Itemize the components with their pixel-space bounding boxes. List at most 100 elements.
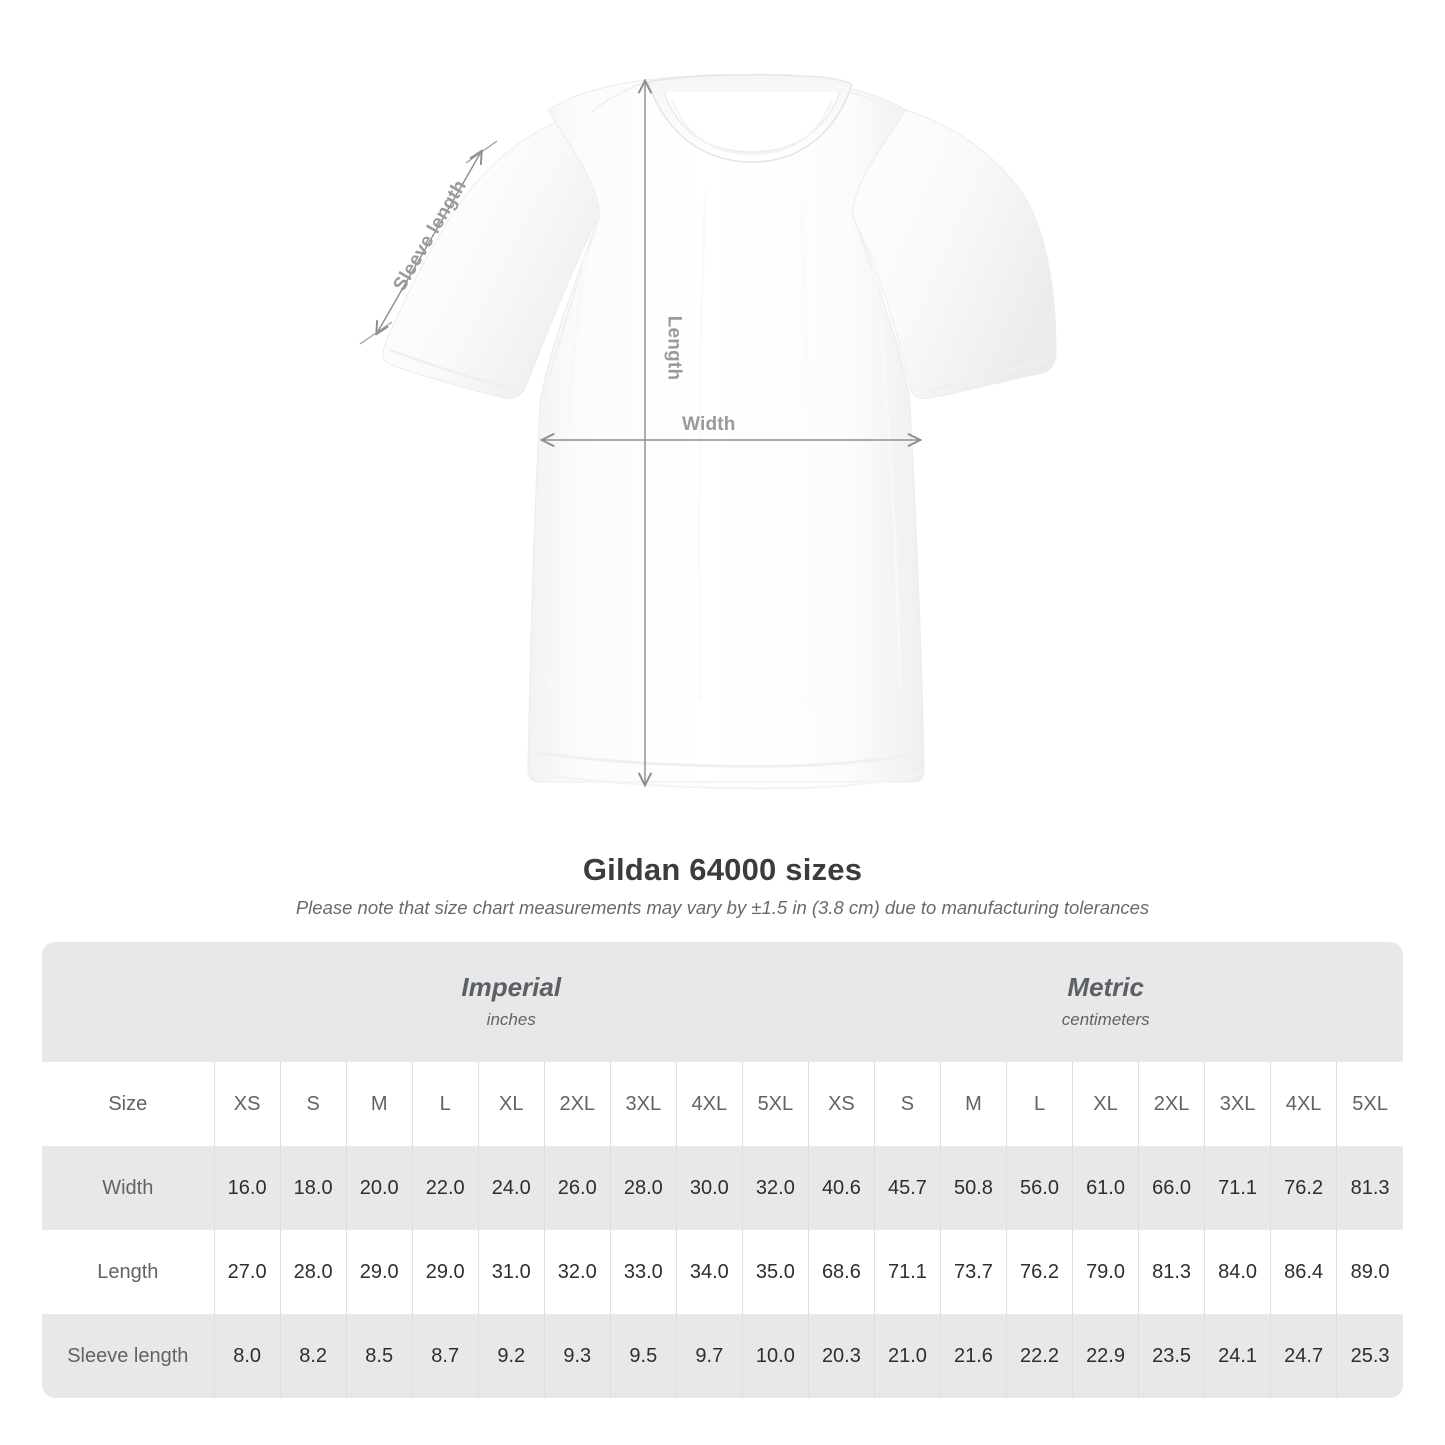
cell-width-metric-5XL: 81.3 [1336,1146,1403,1230]
table-row: Sleeve length 8.0 8.2 8.5 8.7 9.2 9.3 9.5 9.7 10.… [42,1314,1403,1398]
unit-system-header-imperial: Imperial inches [214,942,809,1062]
cell-width-metric-M: 50.8 [939,1146,1007,1230]
size-column-header-metric-S: S [873,1062,941,1146]
cell-width-metric-XS: 40.6 [807,1146,875,1230]
table-row: Length 27.0 28.0 29.0 29.0 31.0 32.0 33.0 34.0 35… [42,1230,1403,1314]
sleeve-length-arrow [377,152,481,333]
fabric-fold [798,199,812,711]
row-label-width: Width [42,1146,215,1230]
size-column-header-imperial-XL: XL [477,1062,545,1146]
cell-width-metric-L: 56.0 [1005,1146,1073,1230]
cell-sleeve-length-metric-3XL: 24.1 [1204,1314,1271,1398]
size-column-header-metric-M: M [939,1062,1007,1146]
size-column-header-metric-3XL: 3XL [1204,1062,1271,1146]
banner-spacer [42,942,215,1062]
right-cuff-seam [929,356,1053,392]
size-column-header-metric-L: L [1005,1062,1073,1146]
size-column-header-imperial-4XL: 4XL [675,1062,743,1146]
cell-length-imperial-XS: 27.0 [213,1230,281,1314]
size-column-header-imperial-XS: XS [213,1062,281,1146]
cell-width-metric-3XL: 71.1 [1204,1146,1271,1230]
left-cuff-seam [389,348,511,390]
cell-width-imperial-5XL: 32.0 [741,1146,809,1230]
tshirt-graphic [359,73,1057,790]
neck-seam [671,99,833,156]
size-column-header-imperial-S: S [279,1062,347,1146]
cell-length-imperial-L: 29.0 [411,1230,479,1314]
cell-sleeve-length-metric-S: 21.0 [873,1314,941,1398]
cell-width-imperial-S: 18.0 [279,1146,347,1230]
size-column-header-metric-2XL: 2XL [1138,1062,1205,1146]
shirt-silhouette [382,73,1057,790]
cell-length-metric-4XL: 86.4 [1270,1230,1337,1314]
unit-system-unit: centimeters [1061,1010,1150,1030]
unit-system-unit: inches [486,1010,536,1030]
cell-width-metric-S: 45.7 [873,1146,941,1230]
sleeve-tick-lower [359,321,393,345]
size-header-row: Size XS S M L XL 2XL 3XL 4XL 5XL XS S M L XL 2XL 3XL 4XL 5… [42,1062,1403,1146]
hem-edge [527,771,925,790]
cell-width-imperial-M: 20.0 [345,1146,413,1230]
cell-sleeve-length-imperial-M: 8.5 [345,1314,413,1398]
cell-sleeve-length-imperial-XS: 8.0 [213,1314,281,1398]
size-column-header-imperial-3XL: 3XL [609,1062,677,1146]
cell-sleeve-length-metric-2XL: 23.5 [1138,1314,1205,1398]
row-label-length: Length [42,1230,215,1314]
size-column-header-metric-5XL: 5XL [1336,1062,1403,1146]
shirt-body [527,74,925,783]
cell-width-imperial-XS: 16.0 [213,1146,281,1230]
cell-length-imperial-M: 29.0 [345,1230,413,1314]
tolerance-note: Please note that size chart measurements… [295,897,1150,918]
cell-width-imperial-2XL: 26.0 [543,1146,611,1230]
cell-sleeve-length-imperial-2XL: 9.3 [543,1314,611,1398]
fabric-fold [550,249,588,691]
size-column-header-imperial-2XL: 2XL [543,1062,611,1146]
size-column-header-imperial-L: L [411,1062,479,1146]
cell-sleeve-length-metric-L: 22.2 [1005,1314,1073,1398]
cell-sleeve-length-imperial-S: 8.2 [279,1314,347,1398]
size-column-header-imperial-5XL: 5XL [741,1062,809,1146]
cell-sleeve-length-imperial-4XL: 9.7 [675,1314,743,1398]
measurement-arrows [359,82,919,784]
cell-length-imperial-2XL: 32.0 [543,1230,611,1314]
neckline-inner [663,91,841,153]
table-row: Width 16.0 18.0 20.0 22.0 24.0 26.0 28.0 30.0 32.… [42,1146,1403,1230]
left-armhole-seam [543,213,601,397]
cell-width-imperial-L: 22.0 [411,1146,479,1230]
size-column-header-imperial-M: M [345,1062,413,1146]
cell-sleeve-length-imperial-5XL: 10.0 [741,1314,809,1398]
size-column-header-metric-XL: XL [1072,1062,1139,1146]
cell-length-imperial-XL: 31.0 [477,1230,545,1314]
cell-width-imperial-XL: 24.0 [477,1146,545,1230]
cell-length-metric-3XL: 84.0 [1204,1230,1271,1314]
cell-sleeve-length-metric-XL: 22.9 [1072,1314,1139,1398]
cell-sleeve-length-metric-XS: 20.3 [807,1314,875,1398]
fabric-fold [697,189,708,701]
cell-sleeve-length-metric-M: 21.6 [939,1314,1007,1398]
sleeve-tick-upper [465,140,498,164]
fabric-fold [870,249,902,691]
cell-sleeve-length-imperial-L: 8.7 [411,1314,479,1398]
page-title: Gildan 64000 sizes [582,852,863,887]
cell-length-imperial-4XL: 34.0 [675,1230,743,1314]
cell-sleeve-length-metric-4XL: 24.7 [1270,1314,1337,1398]
cell-width-metric-2XL: 66.0 [1138,1146,1205,1230]
size-chart-table-wrapper: Imperial inches Metric centimeters Size XS S M L… [42,942,1403,1398]
width-label: Width [682,414,736,435]
cell-sleeve-length-imperial-3XL: 9.5 [609,1314,677,1398]
cell-width-metric-4XL: 76.2 [1270,1146,1337,1230]
cell-width-imperial-3XL: 28.0 [609,1146,677,1230]
cell-length-metric-XL: 79.0 [1072,1230,1139,1314]
cell-sleeve-length-imperial-XL: 9.2 [477,1314,545,1398]
right-armhole-seam [851,213,909,397]
cell-length-metric-M: 73.7 [939,1230,1007,1314]
cell-length-imperial-5XL: 35.0 [741,1230,809,1314]
row-label-sleeve-length: Sleeve length [42,1314,215,1398]
unit-system-name: Metric [1067,971,1144,1002]
cell-length-metric-XS: 68.6 [807,1230,875,1314]
cell-width-imperial-4XL: 30.0 [675,1146,743,1230]
size-column-header-metric-XS: XS [807,1062,875,1146]
size-chart-table: Imperial inches Metric centimeters Size XS S M L… [42,942,1403,1398]
cell-sleeve-length-metric-5XL: 25.3 [1336,1314,1403,1398]
